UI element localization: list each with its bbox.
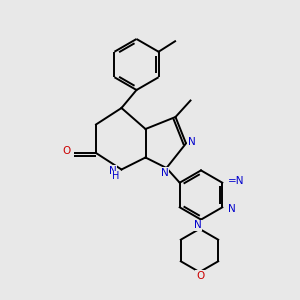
Text: N: N <box>188 137 195 147</box>
Text: =N: =N <box>228 176 245 186</box>
Text: N: N <box>161 167 169 178</box>
Text: H: H <box>112 171 120 181</box>
Text: O: O <box>196 271 204 281</box>
Text: O: O <box>63 146 71 157</box>
Text: N: N <box>194 220 202 230</box>
Text: N: N <box>228 204 236 214</box>
Text: N: N <box>109 166 116 176</box>
